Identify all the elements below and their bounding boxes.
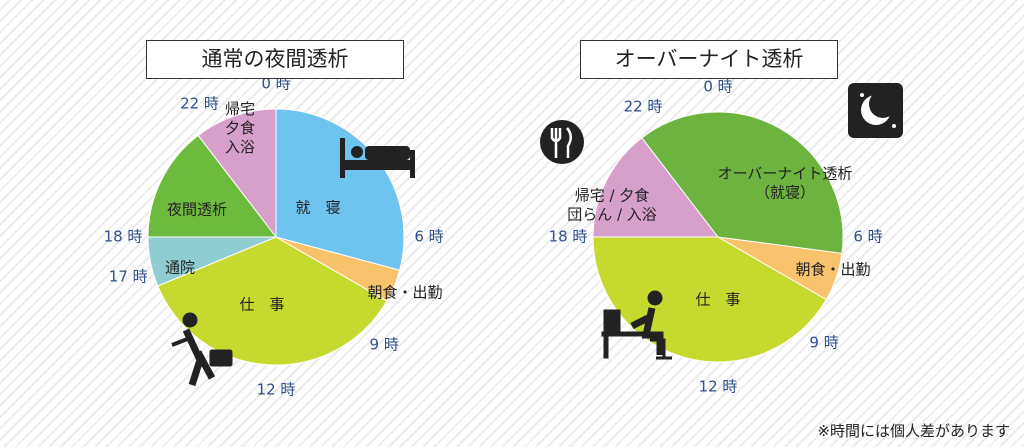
slice-label: 帰宅 夕食 入浴 [224, 99, 256, 156]
bed-icon [340, 138, 415, 178]
pie-slice [592, 236, 827, 363]
hour-label: 17 時 [108, 267, 148, 286]
pie-slice [641, 111, 844, 254]
hour-label: 18 時 [103, 227, 143, 246]
pie-slice [197, 108, 277, 239]
cutlery-icon [540, 120, 584, 164]
pie-slice [592, 137, 720, 238]
hour-label: 12 時 [698, 377, 738, 396]
hour-label: 6 時 [414, 227, 444, 246]
hour-label: 18 時 [548, 227, 588, 246]
hour-label: 22 時 [623, 97, 663, 116]
hour-label: 9 時 [809, 333, 839, 352]
hour-label: 22 時 [180, 95, 219, 114]
pie-slice [157, 236, 388, 366]
slice-label: 通院 [164, 258, 196, 277]
slice-label: 仕 事 [239, 295, 285, 314]
slice-label: 就 寝 [295, 198, 341, 217]
slice-label: 夜間透析 [166, 200, 228, 219]
slice-label: オーバーナイト透析 （就寝） [717, 164, 853, 201]
hour-label: 0 時 [703, 77, 733, 96]
slice-label: 帰宅 / 夕食 団らん / 入浴 [567, 186, 657, 223]
slice-label: 朝食・出勤 [795, 260, 871, 279]
desk-worker-icon [601, 290, 672, 360]
footnote: ※時間には個人差があります [817, 422, 1010, 440]
hour-label: 0 時 [261, 74, 291, 93]
walker-icon [171, 312, 233, 387]
slice-label: 朝食・出勤 [367, 283, 443, 302]
pie-slice [147, 134, 278, 238]
hour-label: 9 時 [369, 335, 399, 354]
moon-icon [848, 83, 903, 138]
slice-label: 仕 事 [695, 290, 741, 309]
chart-title: 通常の夜間透析 [146, 40, 404, 79]
chart-title: オーバーナイト透析 [580, 40, 838, 79]
hour-label: 6 時 [853, 227, 883, 246]
hour-label: 12 時 [256, 380, 296, 399]
